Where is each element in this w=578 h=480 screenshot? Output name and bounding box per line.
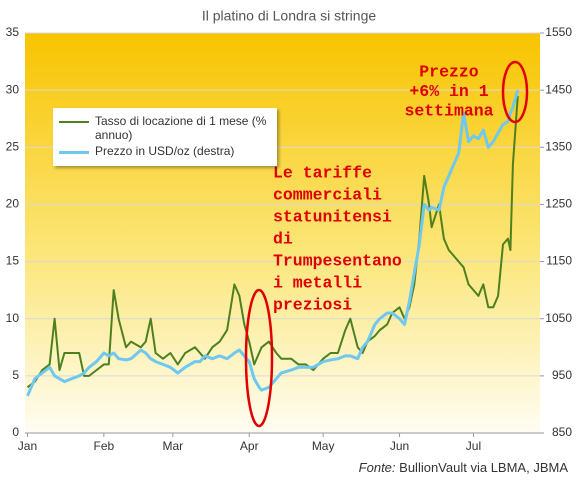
- x-tick-label: Jan: [18, 439, 37, 453]
- annotation-line: Trumpesentano: [273, 251, 402, 270]
- x-tick-label: Feb: [94, 439, 115, 453]
- y-tick-label: 35: [6, 25, 20, 39]
- y-tick-label: 25: [6, 139, 20, 153]
- annotation-line: Le tariffe: [273, 163, 372, 182]
- y2-tick-label: 850: [552, 425, 572, 439]
- legend-swatch: [59, 151, 89, 154]
- annotation-line: preziosi: [273, 295, 352, 314]
- annotation-line: i metalli: [273, 273, 362, 292]
- annotation-line: Prezzo: [419, 62, 479, 81]
- y2-tick-label: 1150: [546, 254, 572, 268]
- highlight-ellipse: [501, 60, 529, 124]
- annotation-line: statunitensi: [273, 207, 392, 226]
- source-label: Fonte:: [358, 460, 396, 475]
- legend-label: Prezzo in USD/oz (destra): [95, 144, 235, 158]
- x-tick-label: Apr: [240, 439, 259, 453]
- legend-item: Tasso di locazione di 1 mese (% annuo): [57, 114, 273, 142]
- y-tick-label: 0: [12, 425, 19, 439]
- y2-tick-label: 950: [552, 368, 572, 382]
- annotation-line: di: [273, 229, 293, 248]
- annotation-line: +6% in 1: [409, 82, 488, 101]
- y2-tick-label: 1350: [545, 139, 572, 153]
- legend: Tasso di locazione di 1 mese (% annuo) Pr…: [53, 108, 277, 166]
- x-tick-label: Jun: [390, 439, 409, 453]
- y2-tick-label: 1050: [545, 311, 572, 325]
- legend-label: Tasso di locazione di 1 mese (% annuo): [95, 114, 267, 142]
- y2-tick-label: 1250: [545, 197, 572, 211]
- y2-tick-label: 1450: [545, 82, 572, 96]
- source: Fonte: BullionVault via LBMA, JBMA: [359, 460, 568, 475]
- y-tick-label: 30: [6, 82, 20, 96]
- y2-tick-label: 1550: [545, 25, 572, 39]
- x-tick-label: Jul: [466, 439, 481, 453]
- chart-title: Il platino di Londra si stringe: [202, 8, 377, 24]
- x-tick-label: May: [312, 439, 335, 453]
- y-tick-label: 20: [6, 197, 20, 211]
- legend-swatch: [59, 121, 89, 123]
- y-tick-label: 15: [6, 254, 20, 268]
- plot-background: [25, 33, 540, 433]
- x-tick-label: Mar: [163, 439, 184, 453]
- source-text: BullionVault via LBMA, JBMA: [399, 460, 568, 475]
- series-line: [26, 89, 520, 397]
- y-tick-label: 5: [12, 368, 19, 382]
- annotation-line: commerciali: [273, 185, 382, 204]
- series-line: [26, 95, 519, 389]
- legend-item: Prezzo in USD/oz (destra): [57, 144, 273, 158]
- highlight-ellipse: [244, 288, 274, 428]
- y-tick-label: 10: [6, 311, 20, 325]
- annotation-line: settimana: [404, 101, 493, 120]
